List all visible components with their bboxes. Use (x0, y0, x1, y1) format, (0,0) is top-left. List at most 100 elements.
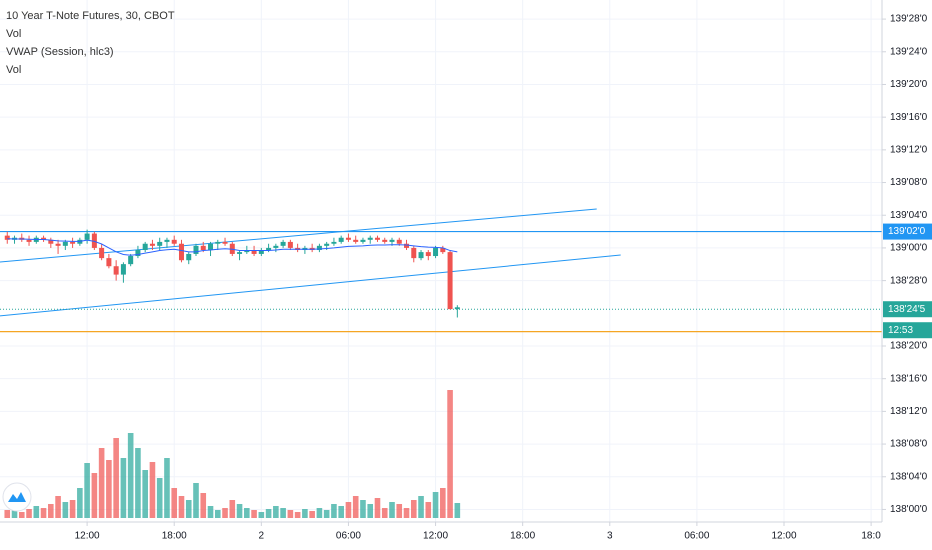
volume-bar (142, 470, 148, 518)
candle-body (41, 237, 47, 240)
volume-bar (98, 448, 105, 518)
volume-bar (345, 502, 352, 518)
volume-bar (432, 492, 439, 518)
candle-body (367, 237, 373, 240)
volume-bar (26, 509, 32, 518)
volume-bar (4, 510, 11, 518)
volume-bar (171, 488, 178, 518)
x-tick-label: 2 (259, 531, 265, 542)
volume-bar (309, 511, 315, 518)
volume-bar (84, 463, 90, 518)
volume-bar (287, 510, 294, 518)
candle-body (135, 250, 141, 257)
y-tick-label: 139'04'0 (890, 210, 928, 221)
volume-bar (367, 504, 374, 518)
volume-bar (425, 502, 432, 518)
volume-bar (396, 504, 403, 518)
candle-body (280, 241, 286, 246)
candle-body (382, 239, 388, 242)
legend-entry: Vol (6, 28, 21, 40)
volume-bar (120, 458, 127, 518)
y-tick-label: 139'24'0 (890, 46, 928, 57)
candle-body (200, 245, 206, 251)
volume-bar (294, 512, 301, 518)
candle-body (157, 241, 163, 246)
candle-body (396, 239, 402, 244)
x-tick-label: 06:00 (684, 531, 709, 542)
candle-body (324, 243, 330, 246)
candle-body (62, 241, 68, 246)
candle-body (447, 252, 453, 310)
volume-bar (338, 506, 344, 518)
candle-body (353, 239, 359, 242)
candle-body (84, 233, 90, 240)
volume-bar (149, 462, 156, 518)
volume-bar (352, 496, 359, 518)
candle-body (251, 250, 257, 254)
countdown-box (883, 322, 932, 339)
volume-bar (69, 500, 76, 518)
candle-body (178, 243, 184, 261)
volume-bar (77, 488, 83, 518)
y-tick-label: 138'20'0 (890, 341, 928, 352)
volume-bar (55, 496, 61, 518)
volume-bar (265, 509, 272, 518)
x-tick-label: 3 (607, 531, 613, 542)
volume-bar (222, 508, 228, 518)
volume-bar (127, 433, 134, 518)
y-tick-label: 138'00'0 (890, 504, 928, 515)
volume-bar (207, 506, 214, 518)
candle-body (331, 241, 337, 244)
volume-bar (185, 500, 192, 518)
volume-bar (214, 510, 221, 518)
volume-bar (302, 509, 308, 518)
logo-circle[interactable] (2, 482, 32, 512)
volume-bar (360, 500, 366, 518)
y-tick-label: 139'12'0 (890, 144, 928, 155)
volume-bar (331, 504, 337, 518)
candle-body (440, 247, 446, 253)
volume-bar (106, 460, 112, 518)
volume-bar (447, 390, 453, 518)
candle-body (266, 247, 272, 251)
y-tick-label: 139'16'0 (890, 112, 928, 123)
x-tick-label: 12:00 (423, 531, 448, 542)
volume-bar (18, 512, 25, 518)
logo[interactable] (2, 482, 32, 512)
x-tick-label: 12:00 (771, 531, 796, 542)
candle-body (26, 239, 32, 242)
volume-bar (236, 504, 243, 518)
volume-bar (244, 508, 250, 518)
candle-body (142, 243, 148, 251)
candle-body (360, 239, 366, 242)
volume-bar (258, 512, 265, 518)
candle-body (164, 239, 170, 242)
y-tick-label: 138'08'0 (890, 439, 928, 450)
candle-body (208, 243, 214, 251)
legend-entry: VWAP (Session, hlc3) (6, 46, 114, 58)
candle-body (193, 245, 199, 254)
countdown-label: 12:53 (888, 325, 913, 336)
volume-bar (374, 498, 381, 518)
volume-bar (454, 503, 461, 518)
candle-body (316, 245, 322, 251)
candle-body (186, 253, 192, 261)
candle-body (273, 245, 279, 248)
logo-icon[interactable] (8, 492, 26, 502)
volume-bar (11, 508, 18, 518)
y-tick-label: 138'16'0 (890, 373, 928, 384)
volume-bar (280, 508, 286, 518)
candle-body (454, 307, 460, 310)
y-tick-label: 139'08'0 (890, 177, 928, 188)
volume-bar (251, 510, 257, 518)
candle-body (48, 239, 54, 244)
candle-body (91, 233, 97, 248)
candle-body (287, 241, 293, 248)
x-tick-label: 06:00 (336, 531, 361, 542)
volume-bar (316, 508, 323, 518)
volume-bar (40, 508, 47, 518)
volume-bar (156, 478, 163, 518)
x-tick-label: 18:0 (861, 531, 881, 542)
volume-bar (164, 458, 170, 518)
